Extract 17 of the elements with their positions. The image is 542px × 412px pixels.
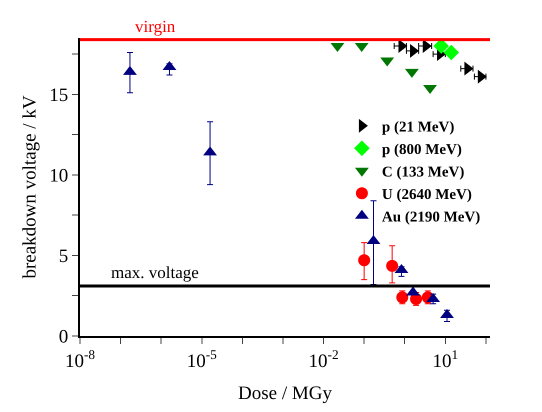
x-tick-label: 10$^{-5}$ [186,346,218,372]
ref-line-label: max. voltage [111,263,199,282]
legend-label: p (800 MeV) [382,142,462,158]
y-tick-label: 15 [49,85,68,106]
x-tick-label: 10$^{-8}$ [64,346,96,372]
legend-label: U (2640 MeV) [382,187,472,204]
ref-line-label: virgin [135,17,176,36]
legend-label: C (133 MeV) [382,164,464,181]
x-tick-label: 10$^{1}$ [432,346,458,372]
legend-label: Au (2190 MeV) [382,210,480,226]
legend-label: p (21 MeV) [382,120,454,136]
x-axis-title: Dose / MGy [238,383,332,404]
y-tick-label: 10 [49,166,68,187]
y-tick-label: 0 [58,326,68,348]
y-tick-label: 5 [58,246,68,268]
x-tick-label: 10$^{-2}$ [308,346,339,372]
y-axis-title: breakdown voltage / kV [20,95,41,279]
